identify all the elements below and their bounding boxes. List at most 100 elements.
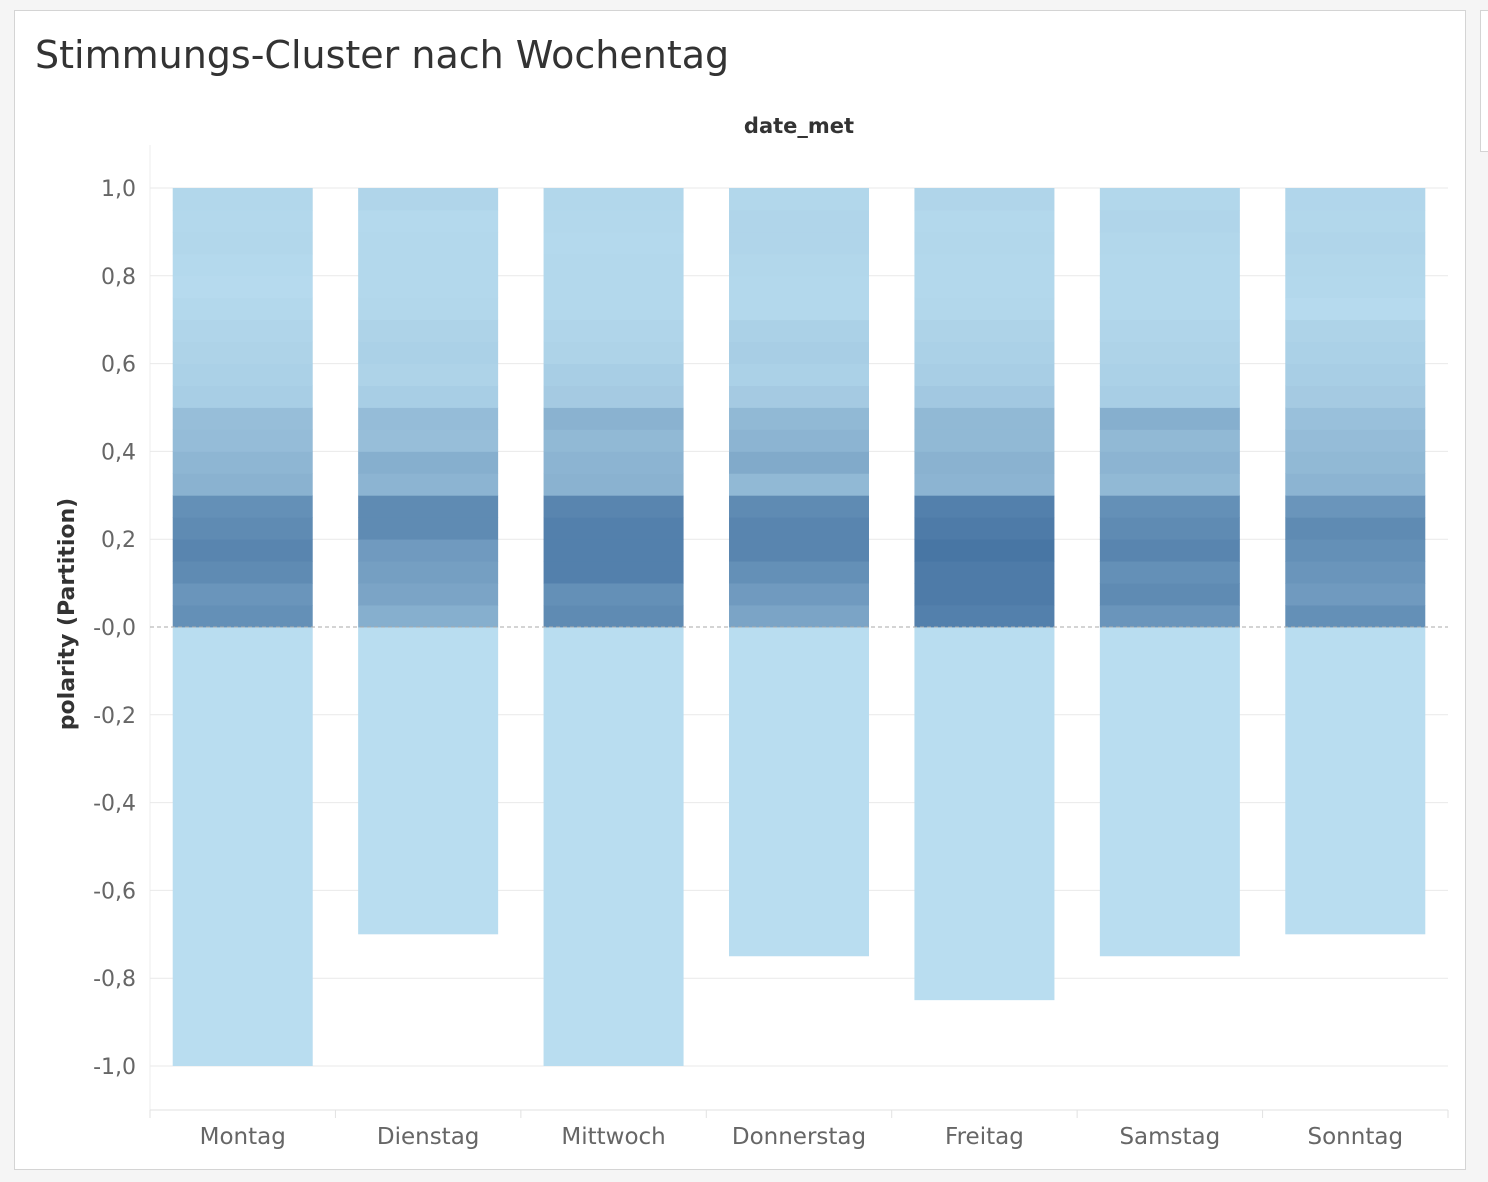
bar-segment-donnerstag [729, 429, 869, 452]
column-header: date_met [744, 114, 854, 138]
bar-segment-freitag [914, 451, 1055, 474]
bar-segment-sonntag [1285, 363, 1426, 386]
bar-segment-samstag [1099, 275, 1240, 299]
bar-segment-donnerstag [729, 605, 869, 628]
bar-segment-dienstag [358, 385, 499, 408]
bar-segment-donnerstag [729, 495, 869, 518]
bar-segment-mittwoch [543, 539, 684, 562]
y-tick-label: -0,6 [93, 879, 136, 904]
bar-segment-mittwoch [543, 253, 684, 277]
bar-segment-mittwoch [543, 188, 684, 211]
bar-segment-montag [172, 209, 313, 233]
bar-negative-freitag [914, 627, 1055, 1001]
bar-segment-freitag [914, 583, 1055, 606]
bar-segment-freitag [914, 188, 1055, 211]
bar-segment-donnerstag [729, 363, 869, 386]
bar-segment-dienstag [358, 473, 499, 496]
bar-segment-montag [172, 385, 313, 408]
y-tick-label: 0,8 [101, 265, 136, 290]
y-tick-label: -1,0 [93, 1055, 136, 1080]
bar-segment-montag [172, 363, 313, 386]
bar-segment-mittwoch [543, 385, 684, 408]
bar-segment-sonntag [1285, 539, 1426, 562]
bar-segment-montag [172, 561, 313, 584]
bar-segment-montag [172, 319, 313, 343]
bar-negative-sonntag [1285, 627, 1426, 935]
bar-segment-donnerstag [729, 583, 869, 606]
bar-segment-donnerstag [729, 385, 869, 408]
bar-segment-mittwoch [543, 341, 684, 364]
x-tick-label: Sonntag [1308, 1124, 1404, 1150]
y-tick-label: -0,4 [93, 792, 136, 817]
bar-segment-mittwoch [543, 209, 684, 233]
x-tick-label: Samstag [1119, 1124, 1220, 1150]
bar-segment-sonntag [1285, 297, 1426, 321]
y-tick-label: -0,8 [93, 967, 136, 992]
bar-segment-freitag [914, 341, 1055, 364]
bar-segment-freitag [914, 253, 1055, 277]
bar-segment-dienstag [358, 451, 499, 474]
bar-segment-montag [172, 275, 313, 299]
bar-segment-sonntag [1285, 429, 1426, 452]
bar-segment-mittwoch [543, 231, 684, 255]
bar-segment-sonntag [1285, 407, 1426, 430]
bar-segment-mittwoch [543, 451, 684, 474]
bar-segment-dienstag [358, 407, 499, 430]
bar-segment-dienstag [358, 561, 499, 584]
bar-negative-montag [172, 627, 313, 1066]
bar-segment-mittwoch [543, 319, 684, 343]
bar-segment-mittwoch [543, 297, 684, 321]
bar-segment-samstag [1099, 561, 1240, 584]
bar-segment-dienstag [358, 275, 499, 299]
bar-negative-mittwoch [543, 627, 684, 1066]
bar-segment-montag [172, 583, 313, 606]
bar-segment-freitag [914, 539, 1055, 562]
bar-segment-montag [172, 473, 313, 496]
bar-segment-freitag [914, 209, 1055, 233]
bar-segment-samstag [1099, 451, 1240, 474]
bar-segment-samstag [1099, 297, 1240, 321]
bar-segment-samstag [1099, 385, 1240, 408]
bar-segment-samstag [1099, 209, 1240, 233]
chart-title: Stimmungs-Cluster nach Wochentag [35, 33, 730, 77]
bar-segment-donnerstag [729, 188, 869, 211]
bar-segment-mittwoch [543, 275, 684, 299]
bar-segment-donnerstag [729, 231, 869, 255]
bar-segment-dienstag [358, 188, 499, 211]
bar-segment-freitag [914, 363, 1055, 386]
bar-segment-donnerstag [729, 275, 869, 299]
bar-segment-mittwoch [543, 363, 684, 386]
y-tick-label: 1,0 [101, 177, 136, 202]
bar-segment-freitag [914, 231, 1055, 255]
bar-segment-freitag [914, 319, 1055, 343]
bar-segment-sonntag [1285, 188, 1426, 211]
bar-segment-dienstag [358, 429, 499, 452]
bar-segment-samstag [1099, 253, 1240, 277]
bar-segment-donnerstag [729, 319, 869, 343]
y-tick-label: -0,2 [93, 704, 136, 729]
bar-segment-dienstag [358, 341, 499, 364]
bar-segment-dienstag [358, 539, 499, 562]
bar-segment-donnerstag [729, 561, 869, 584]
bar-segment-freitag [914, 407, 1055, 430]
bar-segment-freitag [914, 429, 1055, 452]
bar-segment-sonntag [1285, 319, 1426, 343]
bar-segment-dienstag [358, 231, 499, 255]
y-axis-label: polarity (Partition) [55, 498, 80, 730]
y-tick-label: -0,0 [93, 616, 136, 641]
bar-segment-samstag [1099, 363, 1240, 386]
bar-segment-sonntag [1285, 473, 1426, 496]
bar-segment-sonntag [1285, 341, 1426, 364]
bar-segment-freitag [914, 561, 1055, 584]
bar-segment-freitag [914, 297, 1055, 321]
side-panel-edge [1480, 10, 1488, 152]
bar-segment-montag [172, 188, 313, 211]
x-tick-label: Mittwoch [561, 1124, 665, 1150]
bar-segment-donnerstag [729, 473, 869, 496]
bar-segment-donnerstag [729, 451, 869, 474]
bar-segment-samstag [1099, 539, 1240, 562]
bar-segment-freitag [914, 275, 1055, 299]
x-tick-label: Montag [200, 1124, 286, 1150]
bar-segment-sonntag [1285, 583, 1426, 606]
